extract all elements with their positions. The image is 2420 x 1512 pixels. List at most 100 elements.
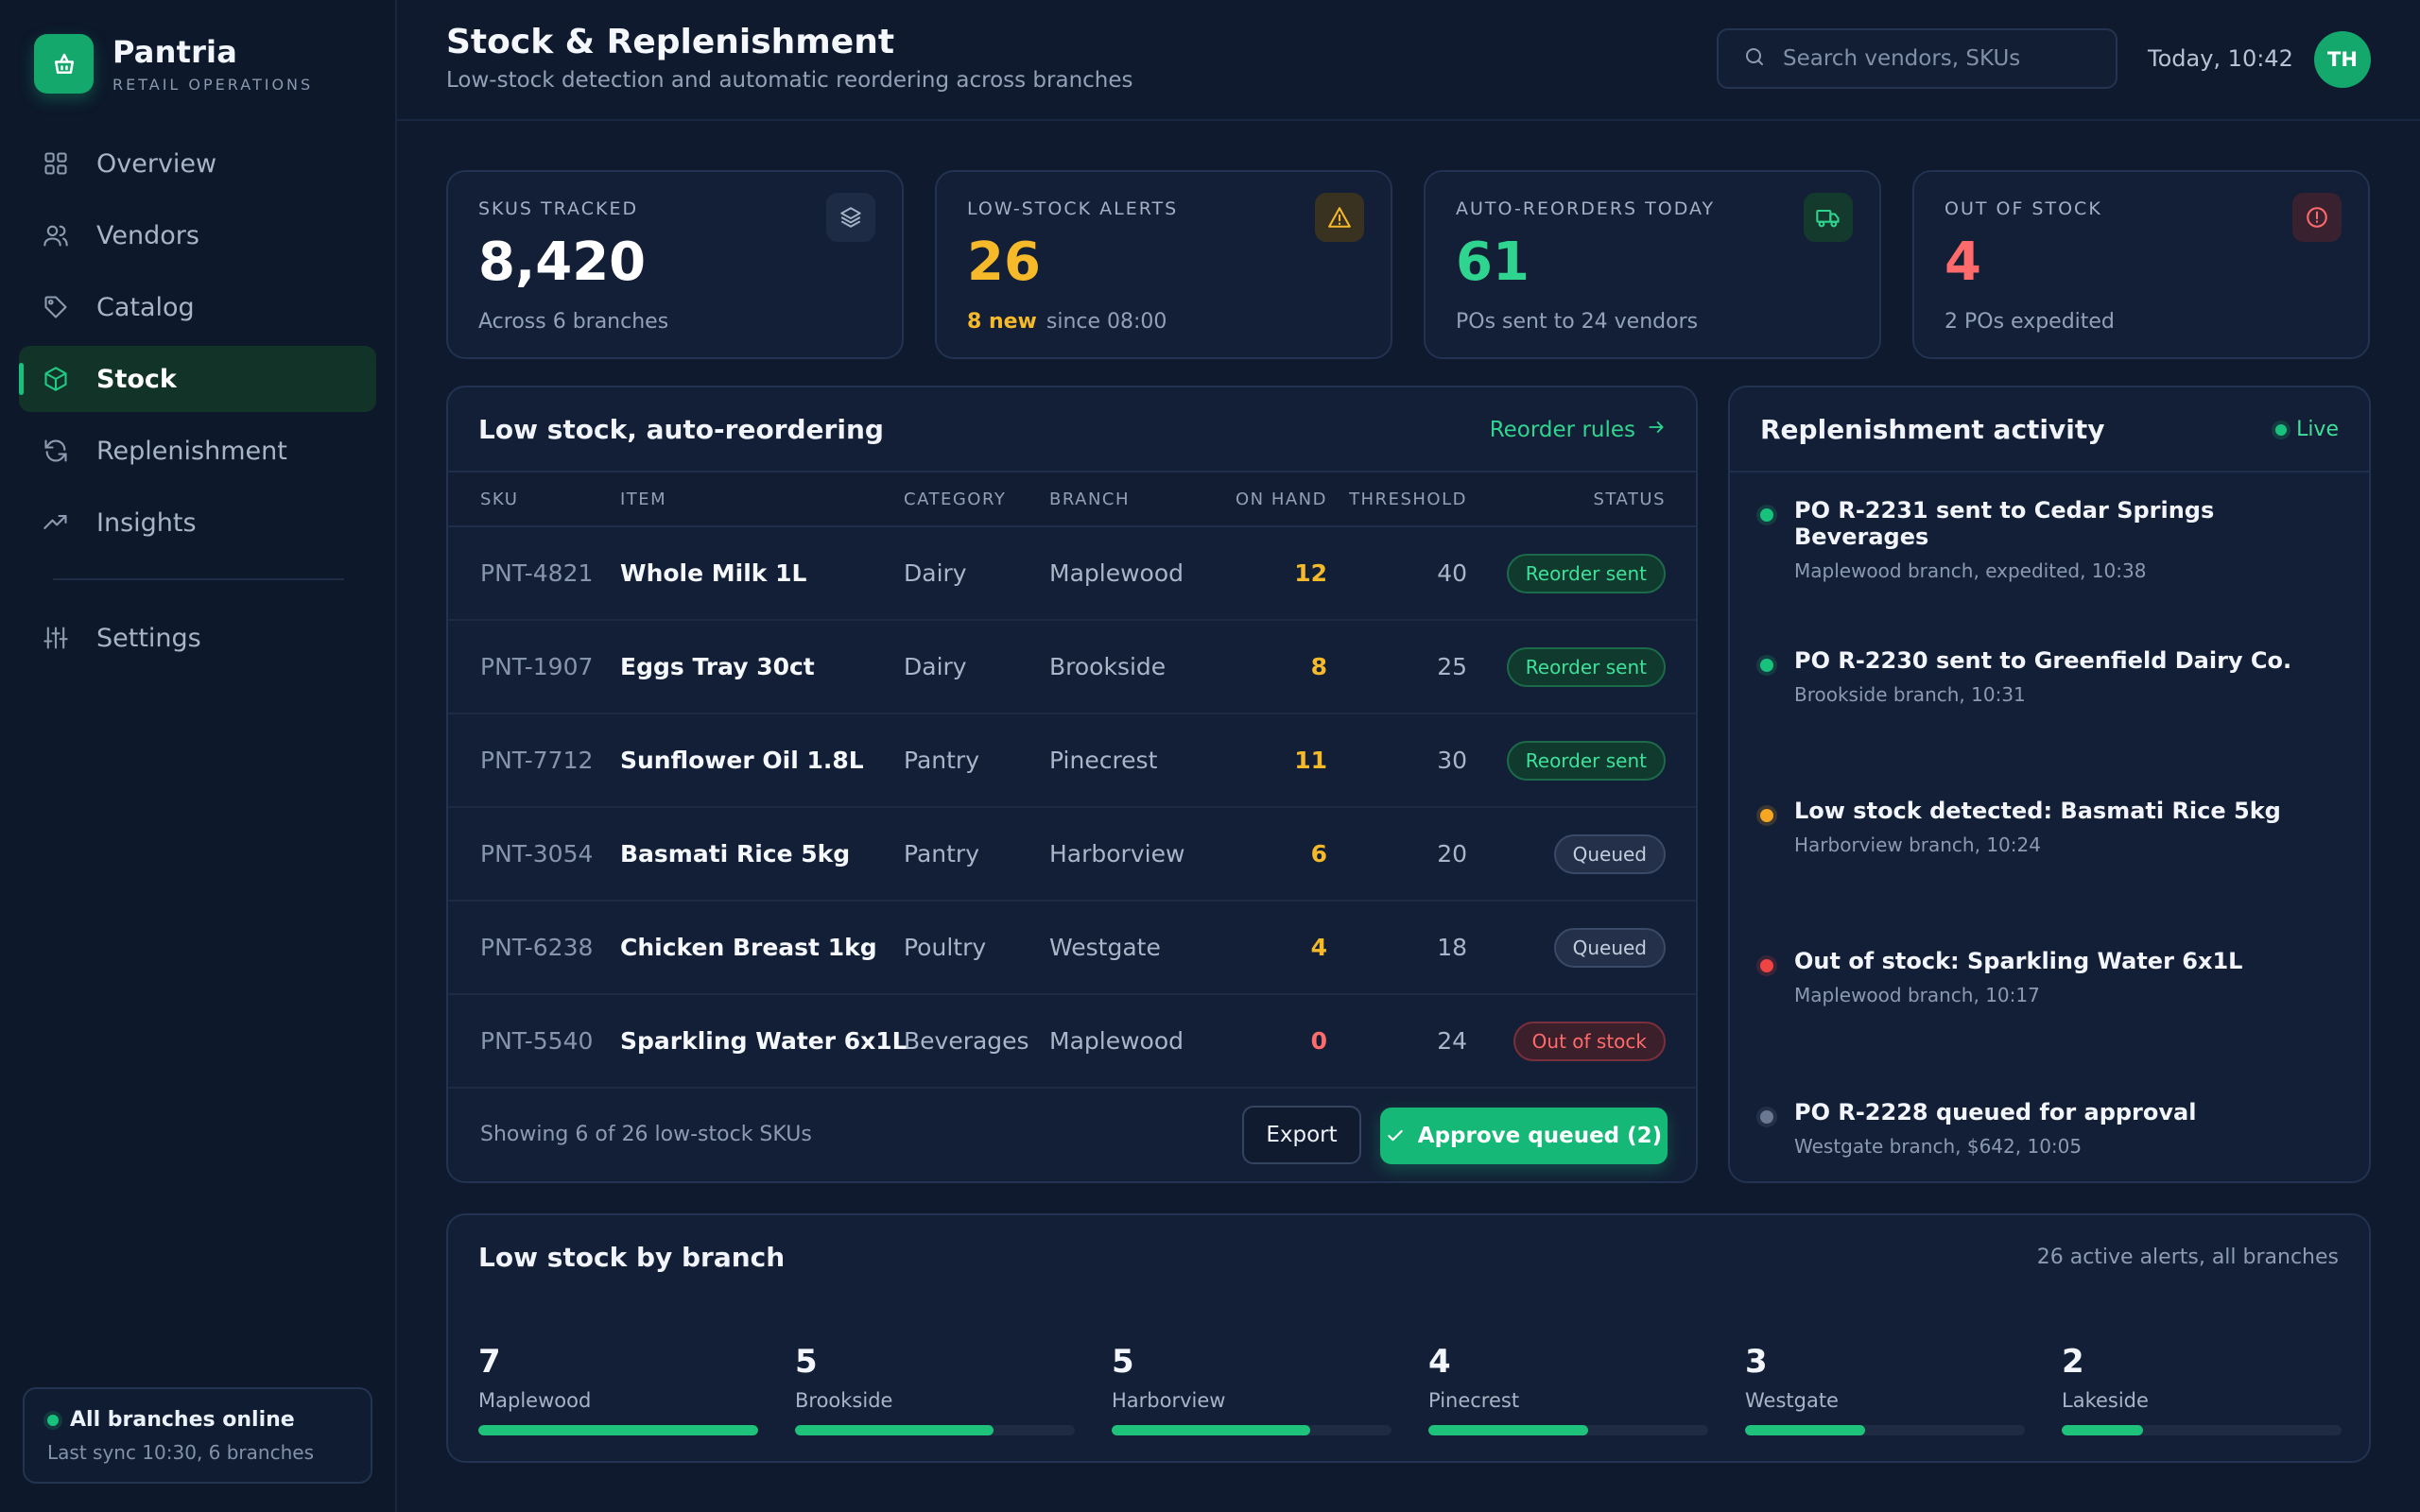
- branch-stat[interactable]: 7 Maplewood: [478, 1346, 758, 1435]
- table-row[interactable]: PNT-3054 Basmati Rice 5kg Pantry Harborv…: [448, 808, 1696, 902]
- nav-item-overview[interactable]: Overview: [19, 130, 376, 197]
- branch-stat[interactable]: 4 Pinecrest: [1428, 1346, 1708, 1435]
- nav-divider: [53, 578, 344, 580]
- activity-sub: Westgate branch, $642, 10:05: [1794, 1135, 2083, 1158]
- col-threshold[interactable]: THRESHOLD: [1349, 490, 1467, 509]
- branch-count: 3: [1745, 1343, 1768, 1381]
- nav-item-catalog[interactable]: Catalog: [19, 274, 376, 340]
- activity-item[interactable]: Low stock detected: Basmati Rice 5kg Har…: [1758, 798, 2344, 856]
- approve-label: Approve queued (2): [1417, 1124, 1663, 1148]
- branch-name: Brookside: [795, 1389, 893, 1412]
- user-avatar[interactable]: TH: [2314, 31, 2371, 88]
- stat-label: LOW-STOCK ALERTS: [967, 198, 1179, 219]
- activity-item[interactable]: PO R-2230 sent to Greenfield Dairy Co. B…: [1758, 647, 2344, 706]
- export-button[interactable]: Export: [1242, 1106, 1361, 1164]
- branch-count: 4: [1428, 1343, 1451, 1381]
- nav-item-replenishment[interactable]: Replenishment: [19, 418, 376, 484]
- branch-count: 2: [2062, 1343, 2084, 1381]
- cell-threshold: 24: [1437, 1027, 1467, 1055]
- cell-item: Eggs Tray 30ct: [620, 653, 815, 680]
- arrow-right-icon: [1647, 418, 1666, 442]
- col-branch[interactable]: BRANCH: [1049, 490, 1131, 509]
- cell-category: Dairy: [904, 653, 967, 680]
- layers-icon: [826, 193, 875, 242]
- table-row[interactable]: PNT-1907 Eggs Tray 30ct Dairy Brookside …: [448, 621, 1696, 714]
- table-row[interactable]: PNT-5540 Sparkling Water 6x1L Beverages …: [448, 995, 1696, 1089]
- cell-category: Pantry: [904, 840, 979, 868]
- status-title: All branches online: [70, 1408, 295, 1432]
- col-sku[interactable]: SKU: [480, 490, 519, 509]
- table-header: SKU ITEM CATEGORY BRANCH ON HAND THRESHO…: [448, 471, 1696, 527]
- branch-summary: 26 active alerts, all branches: [2036, 1246, 2339, 1269]
- stat-sub: since 08:00: [1046, 310, 1167, 334]
- stat-value: 26: [967, 232, 1041, 293]
- col-item[interactable]: ITEM: [620, 490, 667, 509]
- cell-sku: PNT-5540: [480, 1027, 594, 1055]
- low-stock-table-card: Low stock, auto-reordering Reorder rules…: [446, 386, 1698, 1183]
- cell-item: Basmati Rice 5kg: [620, 840, 851, 868]
- nav-item-settings[interactable]: Settings: [19, 605, 376, 671]
- nav-item-stock[interactable]: Stock: [19, 346, 376, 412]
- cell-category: Pantry: [904, 747, 979, 774]
- table-row[interactable]: PNT-4821 Whole Milk 1L Dairy Maplewood 1…: [448, 527, 1696, 621]
- branch-stat[interactable]: 5 Brookside: [795, 1346, 1075, 1435]
- approve-queued-button[interactable]: Approve queued (2): [1380, 1108, 1668, 1164]
- brand-tagline: RETAIL OPERATIONS: [112, 76, 314, 94]
- col-on-hand[interactable]: ON HAND: [1235, 490, 1327, 509]
- status-badge: Out of stock: [1512, 1022, 1666, 1061]
- branch-name: Lakeside: [2062, 1389, 2149, 1412]
- activity-item[interactable]: PO R-2231 sent to Cedar Springs Beverage…: [1758, 497, 2344, 582]
- activity-title: PO R-2230 sent to Greenfield Dairy Co.: [1794, 647, 2292, 674]
- cell-branch: Pinecrest: [1049, 747, 1158, 774]
- nav-item-insights[interactable]: Insights: [19, 490, 376, 556]
- col-status[interactable]: STATUS: [1593, 490, 1666, 509]
- brand[interactable]: Pantria RETAIL OPERATIONS: [34, 34, 313, 94]
- branch-card-title: Low stock by branch: [478, 1242, 786, 1273]
- table-row[interactable]: PNT-6238 Chicken Breast 1kg Poultry West…: [448, 902, 1696, 995]
- branch-stat[interactable]: 2 Lakeside: [2062, 1346, 2342, 1435]
- cell-on-hand: 8: [1310, 653, 1327, 680]
- activity-sub: Maplewood branch, expedited, 10:38: [1794, 559, 2147, 582]
- branch-name: Harborview: [1112, 1389, 1226, 1412]
- cell-category: Poultry: [904, 934, 987, 961]
- search-icon: [1743, 45, 1766, 72]
- cell-item: Chicken Breast 1kg: [620, 934, 877, 961]
- tag-icon: [40, 291, 72, 323]
- nav-label: Settings: [96, 623, 201, 653]
- stat-card-skus-tracked: SKUS TRACKED 8,420 Across 6 branches: [446, 170, 904, 359]
- branch-bar: [1428, 1425, 1708, 1435]
- box-icon: [40, 363, 72, 395]
- branch-name: Maplewood: [478, 1389, 592, 1412]
- activity-item[interactable]: Out of stock: Sparkling Water 6x1L Maple…: [1758, 948, 2344, 1006]
- branch-stat[interactable]: 5 Harborview: [1112, 1346, 1392, 1435]
- branch-stat[interactable]: 3 Westgate: [1745, 1346, 2025, 1435]
- reorder-rules-link[interactable]: Reorder rules: [1490, 418, 1666, 442]
- current-time: Today, 10:42: [2148, 45, 2293, 72]
- activity-title: Low stock detected: Basmati Rice 5kg: [1794, 798, 2281, 824]
- stat-highlight: 8 new: [967, 310, 1037, 334]
- search-box[interactable]: [1717, 28, 2118, 89]
- truck-icon: [1804, 193, 1853, 242]
- nav-item-vendors[interactable]: Vendors: [19, 202, 376, 268]
- table-row[interactable]: PNT-7712 Sunflower Oil 1.8L Pantry Pinec…: [448, 714, 1696, 808]
- status-badge: Queued: [1553, 928, 1666, 968]
- stat-sub: Across 6 branches: [478, 310, 669, 334]
- activity-sub: Maplewood branch, 10:17: [1794, 984, 2040, 1006]
- branch-count: 7: [478, 1343, 501, 1381]
- col-category[interactable]: CATEGORY: [904, 490, 1007, 509]
- alert-circle-icon: [2292, 193, 2342, 242]
- activity-item[interactable]: PO R-2228 queued for approval Westgate b…: [1758, 1099, 2344, 1158]
- nav-label: Catalog: [96, 292, 195, 322]
- cell-branch: Maplewood: [1049, 559, 1184, 587]
- cell-sku: PNT-4821: [480, 559, 594, 587]
- status-dot: [1760, 1110, 1773, 1124]
- live-indicator: Live: [2275, 418, 2339, 441]
- nav-label: Insights: [96, 507, 197, 538]
- cell-on-hand: 0: [1310, 1027, 1327, 1055]
- cell-item: Sparkling Water 6x1L: [620, 1027, 908, 1055]
- cell-item: Sunflower Oil 1.8L: [620, 747, 864, 774]
- table-footer-count: Showing 6 of 26 low-stock SKUs: [480, 1123, 812, 1146]
- cell-on-hand: 4: [1310, 934, 1327, 961]
- branch-count: 5: [1112, 1343, 1134, 1381]
- search-input[interactable]: [1783, 46, 2104, 71]
